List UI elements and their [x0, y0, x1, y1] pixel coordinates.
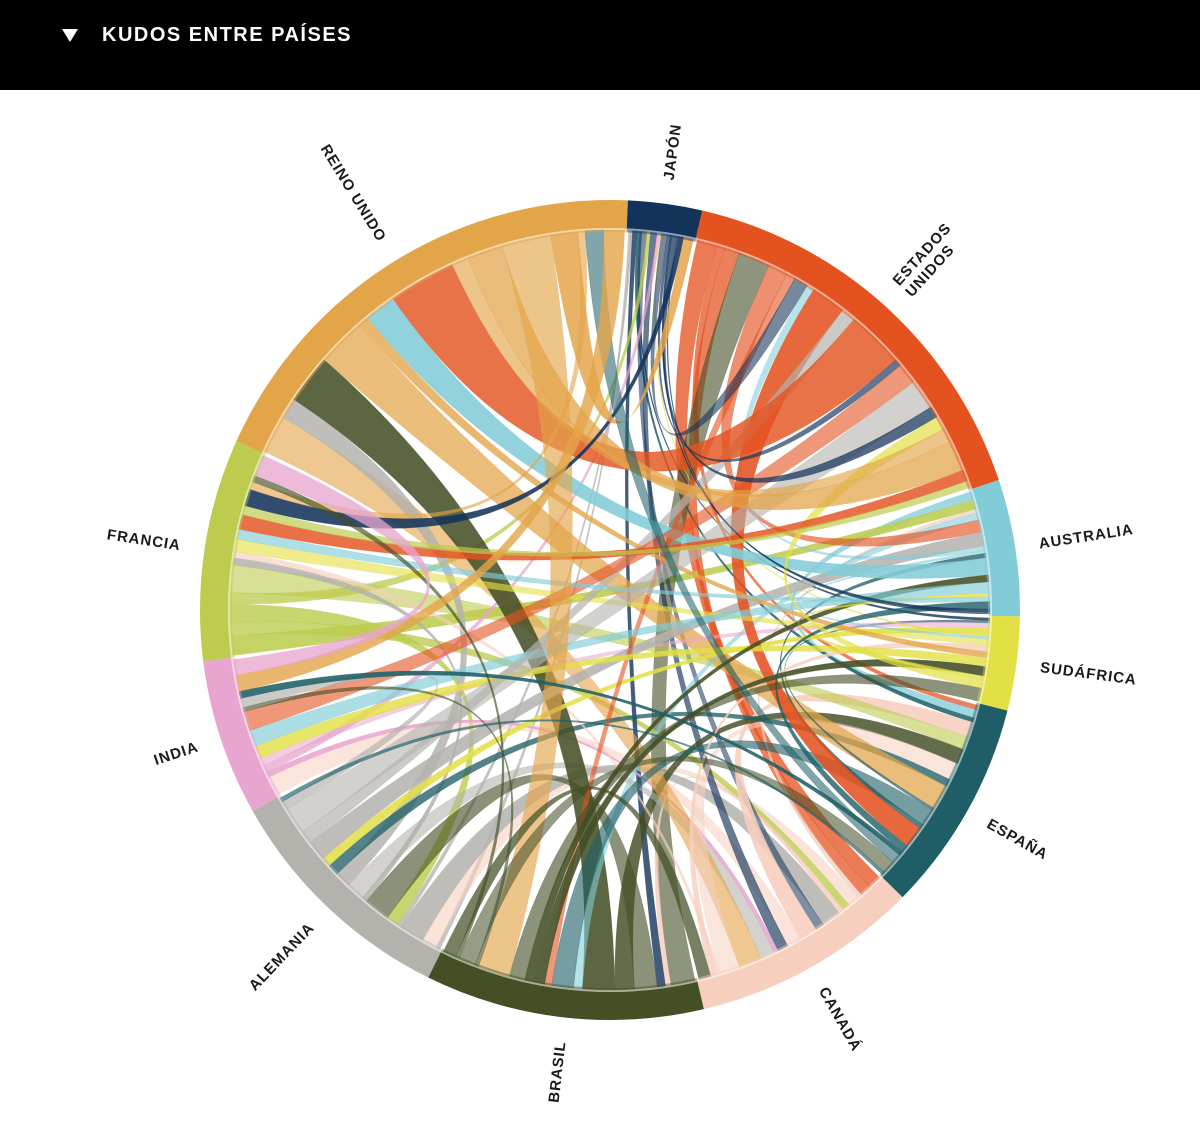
- arc-canada[interactable]: [697, 877, 903, 1010]
- ribbon-estados-unidos-japon: [657, 234, 902, 463]
- arc-band-japon: [626, 228, 696, 242]
- label-text-alemania-0: ALEMANIA: [246, 919, 318, 994]
- ribbon-canada-brasil: [442, 786, 712, 980]
- section-toggle[interactable]: KUDOS ENTRE PAÍSES: [58, 22, 352, 48]
- arc-band-india: [230, 657, 281, 798]
- ribbons: [229, 229, 991, 991]
- ribbon-australia-francia: [236, 528, 991, 603]
- arc-india[interactable]: [203, 657, 278, 812]
- ribbon-australia-japon: [666, 235, 991, 615]
- label-text-sudafrica-0: SUDÁFRICA: [1039, 659, 1138, 689]
- group-arcs: [200, 200, 1020, 1020]
- label-text-canada-0: CANADÁ: [815, 984, 865, 1054]
- label-sudafrica: SUDÁFRICA: [1039, 659, 1138, 689]
- label-canada: CANADÁ: [815, 984, 865, 1054]
- label-japon: JAPÓN: [660, 123, 685, 182]
- label-reino-unido: REINO UNIDO: [317, 142, 390, 245]
- label-text-reino-unido-0: REINO UNIDO: [317, 142, 390, 245]
- ribbon-estados-unidos-japon: [661, 234, 938, 483]
- label-espana: ESPAÑA: [984, 815, 1052, 864]
- ribbon-espana-reino-unido: [323, 324, 947, 809]
- label-text-francia-0: FRANCIA: [106, 526, 182, 554]
- section-title: KUDOS ENTRE PAÍSES: [102, 23, 352, 46]
- ribbon-sudafrica-reino-unido: [358, 317, 989, 659]
- ribbon-australia-japon: [661, 234, 991, 613]
- arc-sudafrica[interactable]: [980, 615, 1020, 711]
- ribbon-estados-unidos-reino-unido: [467, 245, 964, 511]
- arc-band-brasil: [440, 948, 698, 992]
- arc-japon[interactable]: [626, 200, 703, 238]
- ribbon-sudafrica-brasil: [532, 659, 987, 985]
- label-text-australia-0: AUSTRALIA: [1038, 521, 1135, 552]
- ribbon-canada-reino-unido: [264, 416, 762, 968]
- ribbon-sudafrica-brasil: [508, 674, 983, 981]
- ribbon-alemania-india: [240, 671, 438, 810]
- ribbon-canada-japon: [642, 231, 789, 952]
- ribbon-brasil-francia: [251, 475, 505, 960]
- arc-band-francia: [228, 452, 266, 658]
- arc-band-australia: [968, 488, 992, 616]
- arc-brasil[interactable]: [428, 952, 704, 1020]
- arc-francia[interactable]: [200, 441, 262, 662]
- label-text-japon-0: JAPÓN: [660, 123, 685, 182]
- ribbon-estados-unidos-reino-unido: [451, 257, 951, 498]
- label-text-espana-0: ESPAÑA: [984, 815, 1052, 864]
- ribbon-espana-india: [238, 670, 904, 856]
- ribbon-espana-reino-unido: [584, 229, 901, 864]
- arc-band-sudafrica: [976, 615, 992, 704]
- label-text-brasil-0: BRASIL: [546, 1040, 570, 1103]
- label-brasil: BRASIL: [546, 1040, 570, 1103]
- ribbon-espana-alemania: [279, 719, 885, 876]
- triangle-down-icon[interactable]: [62, 28, 78, 42]
- arc-reino-unido[interactable]: [236, 200, 628, 453]
- ribbon-australia-india: [249, 581, 990, 747]
- ribbon-sudafrica-india: [254, 645, 988, 759]
- label-alemania: ALEMANIA: [246, 919, 318, 994]
- label-australia: AUSTRALIA: [1038, 521, 1135, 552]
- label-text-india-0: INDIA: [152, 739, 201, 770]
- arc-estados-unidos[interactable]: [695, 210, 999, 489]
- ribbon-reino-unido-japon: [549, 231, 694, 424]
- ribbon-canada-francia: [233, 551, 721, 975]
- ribbon-india-francia: [232, 455, 431, 676]
- ribbon-estados-unidos-francia: [241, 480, 971, 557]
- arc-alemania[interactable]: [252, 797, 441, 978]
- ribbon-brasil-india: [242, 686, 514, 967]
- ribbon-estados-unidos-japon: [650, 233, 808, 436]
- ribbon-brasil-japon: [624, 230, 666, 988]
- label-india: INDIA: [152, 739, 201, 770]
- header-bar: KUDOS ENTRE PAÍSES: [0, 0, 1200, 90]
- arc-espana[interactable]: [882, 703, 1008, 898]
- ribbon-sudafrica-alemania: [322, 626, 990, 867]
- label-francia: FRANCIA: [106, 526, 182, 554]
- ribbon-australia-espana: [775, 601, 991, 853]
- ribbon-estados-unidos-reino-unido: [392, 263, 897, 472]
- arc-australia[interactable]: [972, 480, 1020, 617]
